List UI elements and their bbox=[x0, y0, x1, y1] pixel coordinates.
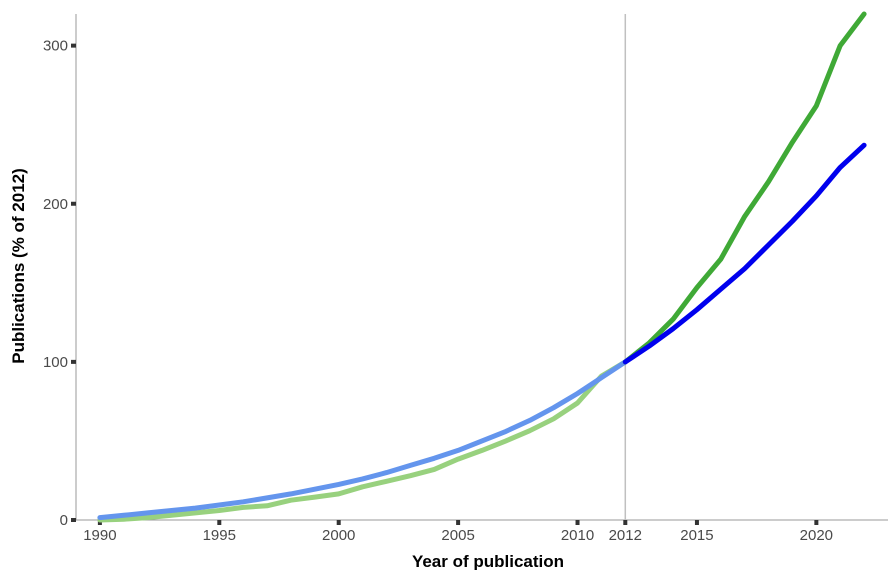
plot-area: 0 100 200 300 1990 1995 2000 2005 2010 2012 2015 2… bbox=[43, 11, 888, 544]
y-tick-mark bbox=[71, 43, 76, 48]
x-tick-mark bbox=[336, 520, 341, 525]
x-axis-ticks: 1990 1995 2000 2005 2010 2012 2015 2020 bbox=[83, 520, 833, 544]
x-tick-mark bbox=[456, 520, 461, 525]
y-tick-label: 200 bbox=[43, 196, 68, 213]
series-line-4 bbox=[622, 142, 867, 365]
series-line-2 bbox=[97, 359, 628, 521]
x-tick-mark bbox=[623, 520, 628, 525]
x-tick-label: 2000 bbox=[322, 527, 355, 544]
series-lines bbox=[97, 11, 867, 523]
x-tick-label: 1995 bbox=[203, 527, 236, 544]
x-axis-title: Year of publication bbox=[412, 552, 564, 570]
y-tick-mark bbox=[71, 201, 76, 206]
x-tick-label: 2012 bbox=[609, 527, 642, 544]
x-tick-label: 2005 bbox=[441, 527, 474, 544]
y-tick-label: 0 bbox=[60, 512, 68, 529]
series-line-3 bbox=[622, 11, 867, 365]
y-axis-ticks: 0 100 200 300 bbox=[43, 38, 76, 529]
y-axis-title: Publications (% of 2012) bbox=[9, 168, 28, 364]
x-tick-label: 1990 bbox=[83, 527, 116, 544]
x-tick-mark bbox=[217, 520, 222, 525]
x-tick-label: 2015 bbox=[680, 527, 713, 544]
x-tick-mark bbox=[694, 520, 699, 525]
x-tick-mark bbox=[814, 520, 819, 525]
series-line-1 bbox=[97, 359, 628, 523]
x-tick-mark bbox=[575, 520, 580, 525]
y-tick-label: 300 bbox=[43, 38, 68, 55]
y-tick-mark bbox=[71, 359, 76, 364]
y-tick-mark bbox=[71, 518, 76, 522]
y-tick-label: 100 bbox=[43, 354, 68, 371]
x-tick-label: 2020 bbox=[800, 527, 833, 544]
x-tick-label: 2010 bbox=[561, 527, 594, 544]
